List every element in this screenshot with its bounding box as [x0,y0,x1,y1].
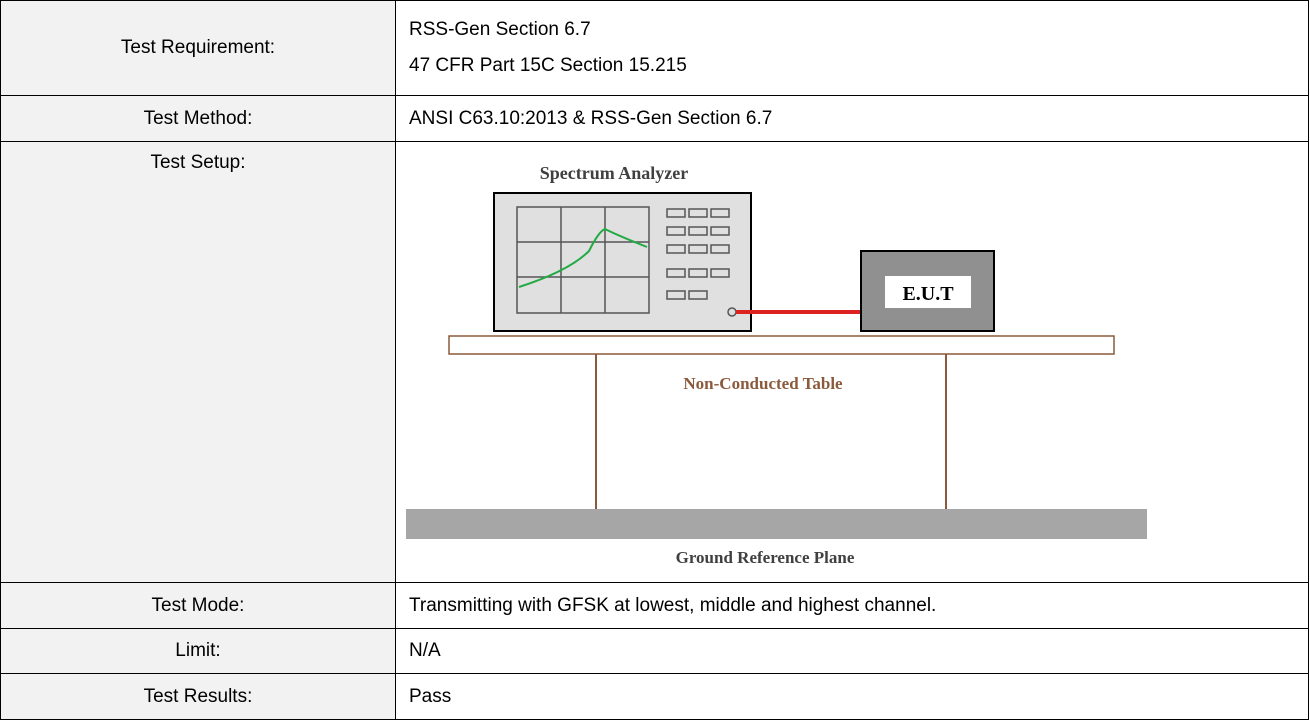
trace [518,227,648,288]
screen [516,206,650,314]
label: Limit: [0,628,396,674]
label: Test Method: [0,95,396,142]
value: N/A [395,628,1309,674]
setup-diagram: Spectrum Analyzer E.U.T Non-Conducted Ta… [406,163,1147,567]
table-label: Non-Conducted Table [683,374,843,393]
label: Test Setup: [0,141,396,583]
text: 47 CFR Part 15C Section 15.215 [409,55,687,76]
ground-plane [406,509,1147,539]
label: Test Mode: [0,582,396,629]
text: RSS-Gen Section 6.7 [409,19,591,40]
value: RSS-Gen Section 6.7 47 CFR Part 15C Secti… [395,0,1309,96]
table-top [448,335,1115,355]
analyzer-label: Spectrum Analyzer [540,163,688,183]
diagram-cell: Spectrum Analyzer E.U.T Non-Conducted Ta… [395,141,1309,583]
label: Test Requirement: [0,0,396,96]
label: Test Results: [0,673,396,720]
value: ANSI C63.10:2013 & RSS-Gen Section 6.7 [395,95,1309,142]
eut-label: E.U.T [902,283,954,305]
eut-label-bg [885,276,971,308]
analyzer [493,192,752,332]
value: Transmitting with GFSK at lowest, middle… [395,582,1309,629]
ground-label: Ground Reference Plane [676,548,855,567]
buttons [666,208,737,317]
value: Pass [395,673,1309,720]
